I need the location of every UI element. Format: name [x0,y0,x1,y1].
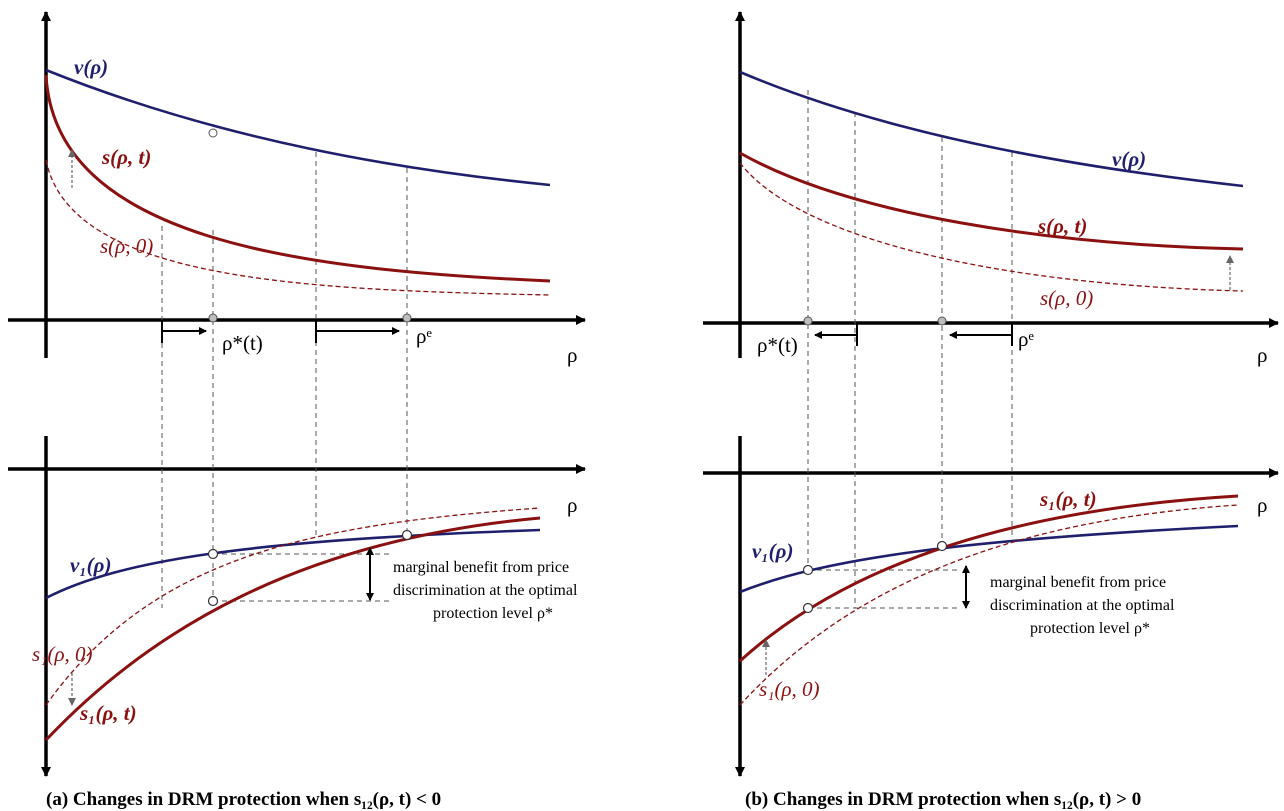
panel-a-bottom-axis-label: ρ [567,493,577,517]
panel-b-caption: (b) Changes in DRM protection when s₁₂(ρ… [745,789,1141,810]
panel-a-s1-0-curve [45,507,541,706]
panel-a-s1-0-label: s₁(ρ, 0) [32,642,93,666]
panel-a-note-line2: discrimination at the optimal [393,582,578,599]
panel-a-rho-e-marker [402,313,412,323]
panel-b-s-t-label: s(ρ, t) [1037,214,1087,238]
panel-b-s1-t-curve [738,494,1239,663]
panel-a-s1-t-curve [44,516,541,742]
panel-a-caption: (a) Changes in DRM protection when s₁₂(ρ… [46,789,441,810]
panel-a-axes [8,11,586,777]
panel-b-guides [807,90,1013,609]
panel-a-s-0-label: s(ρ, 0) [100,234,153,258]
panel-b-v-curve [739,70,1244,188]
panel-a-rho-star-marker [208,313,218,323]
panel-b-s1-t-label: s₁(ρ, t) [1039,487,1097,511]
panel-b-top-axis-label: ρ [1257,343,1267,367]
panel-a-s-0-curve [45,159,551,296]
panel-b-axes [703,11,1279,777]
panel-a: v(ρ) s(ρ, t) s(ρ, 0) ρ ρ*(t) ρᵉ v₁(ρ) s₁… [8,11,586,810]
panel-b-s1-0-curve [739,504,1239,706]
panel-b-v1-curve [739,524,1239,594]
panel-b-top-markers [803,316,1013,346]
panel-b-s-0-label: s(ρ, 0) [1040,286,1093,310]
panel-a-v1-label: v₁(ρ) [70,553,111,577]
panel-b-bottom-markers [802,540,970,614]
panel-a-bottom-markers [207,529,413,607]
panel-a-s-t-label: s(ρ, t) [101,145,151,169]
panel-b-note-line1: marginal benefit from price [990,574,1166,591]
panel-a-top-axis-label: ρ [567,343,577,367]
panel-a-rho-e-label: ρᵉ [416,324,432,348]
panel-b-v1-label: v₁(ρ) [752,539,793,563]
panel-a-note-line3: protection level ρ* [433,605,553,622]
panel-b-s-t-curve [739,151,1244,251]
panel-b-rho-star-marker [803,316,813,326]
panel-a-top-markers [161,128,412,343]
panel-a-v-label: v(ρ) [74,55,108,79]
panel-a-s-t-curve [44,74,551,283]
panel-b-v-label: v(ρ) [1112,147,1146,171]
panel-b-note-line3: protection level ρ* [1030,620,1150,637]
panel-b-rho-e-label: ρᵉ [1018,327,1034,351]
panel-a-s1-t-label: s₁(ρ, t) [79,701,137,725]
panel-b-rho-e-marker [937,316,947,326]
panel-b: v(ρ) s(ρ, t) s(ρ, 0) ρ ρ*(t) ρᵉ v₁(ρ) s₁… [703,11,1279,810]
panel-b-rho-star-label: ρ*(t) [757,333,798,357]
panel-a-note-line1: marginal benefit from price [393,559,569,576]
panel-a-v-curve [45,68,551,187]
panel-b-note-line2: discrimination at the optimal [990,597,1175,614]
panel-b-s1-0-label: s₁(ρ, 0) [759,677,820,701]
panel-a-guides [161,152,408,608]
panel-b-bottom-axis-label: ρ [1257,493,1267,517]
panel-a-rho-star-label: ρ*(t) [222,331,263,355]
